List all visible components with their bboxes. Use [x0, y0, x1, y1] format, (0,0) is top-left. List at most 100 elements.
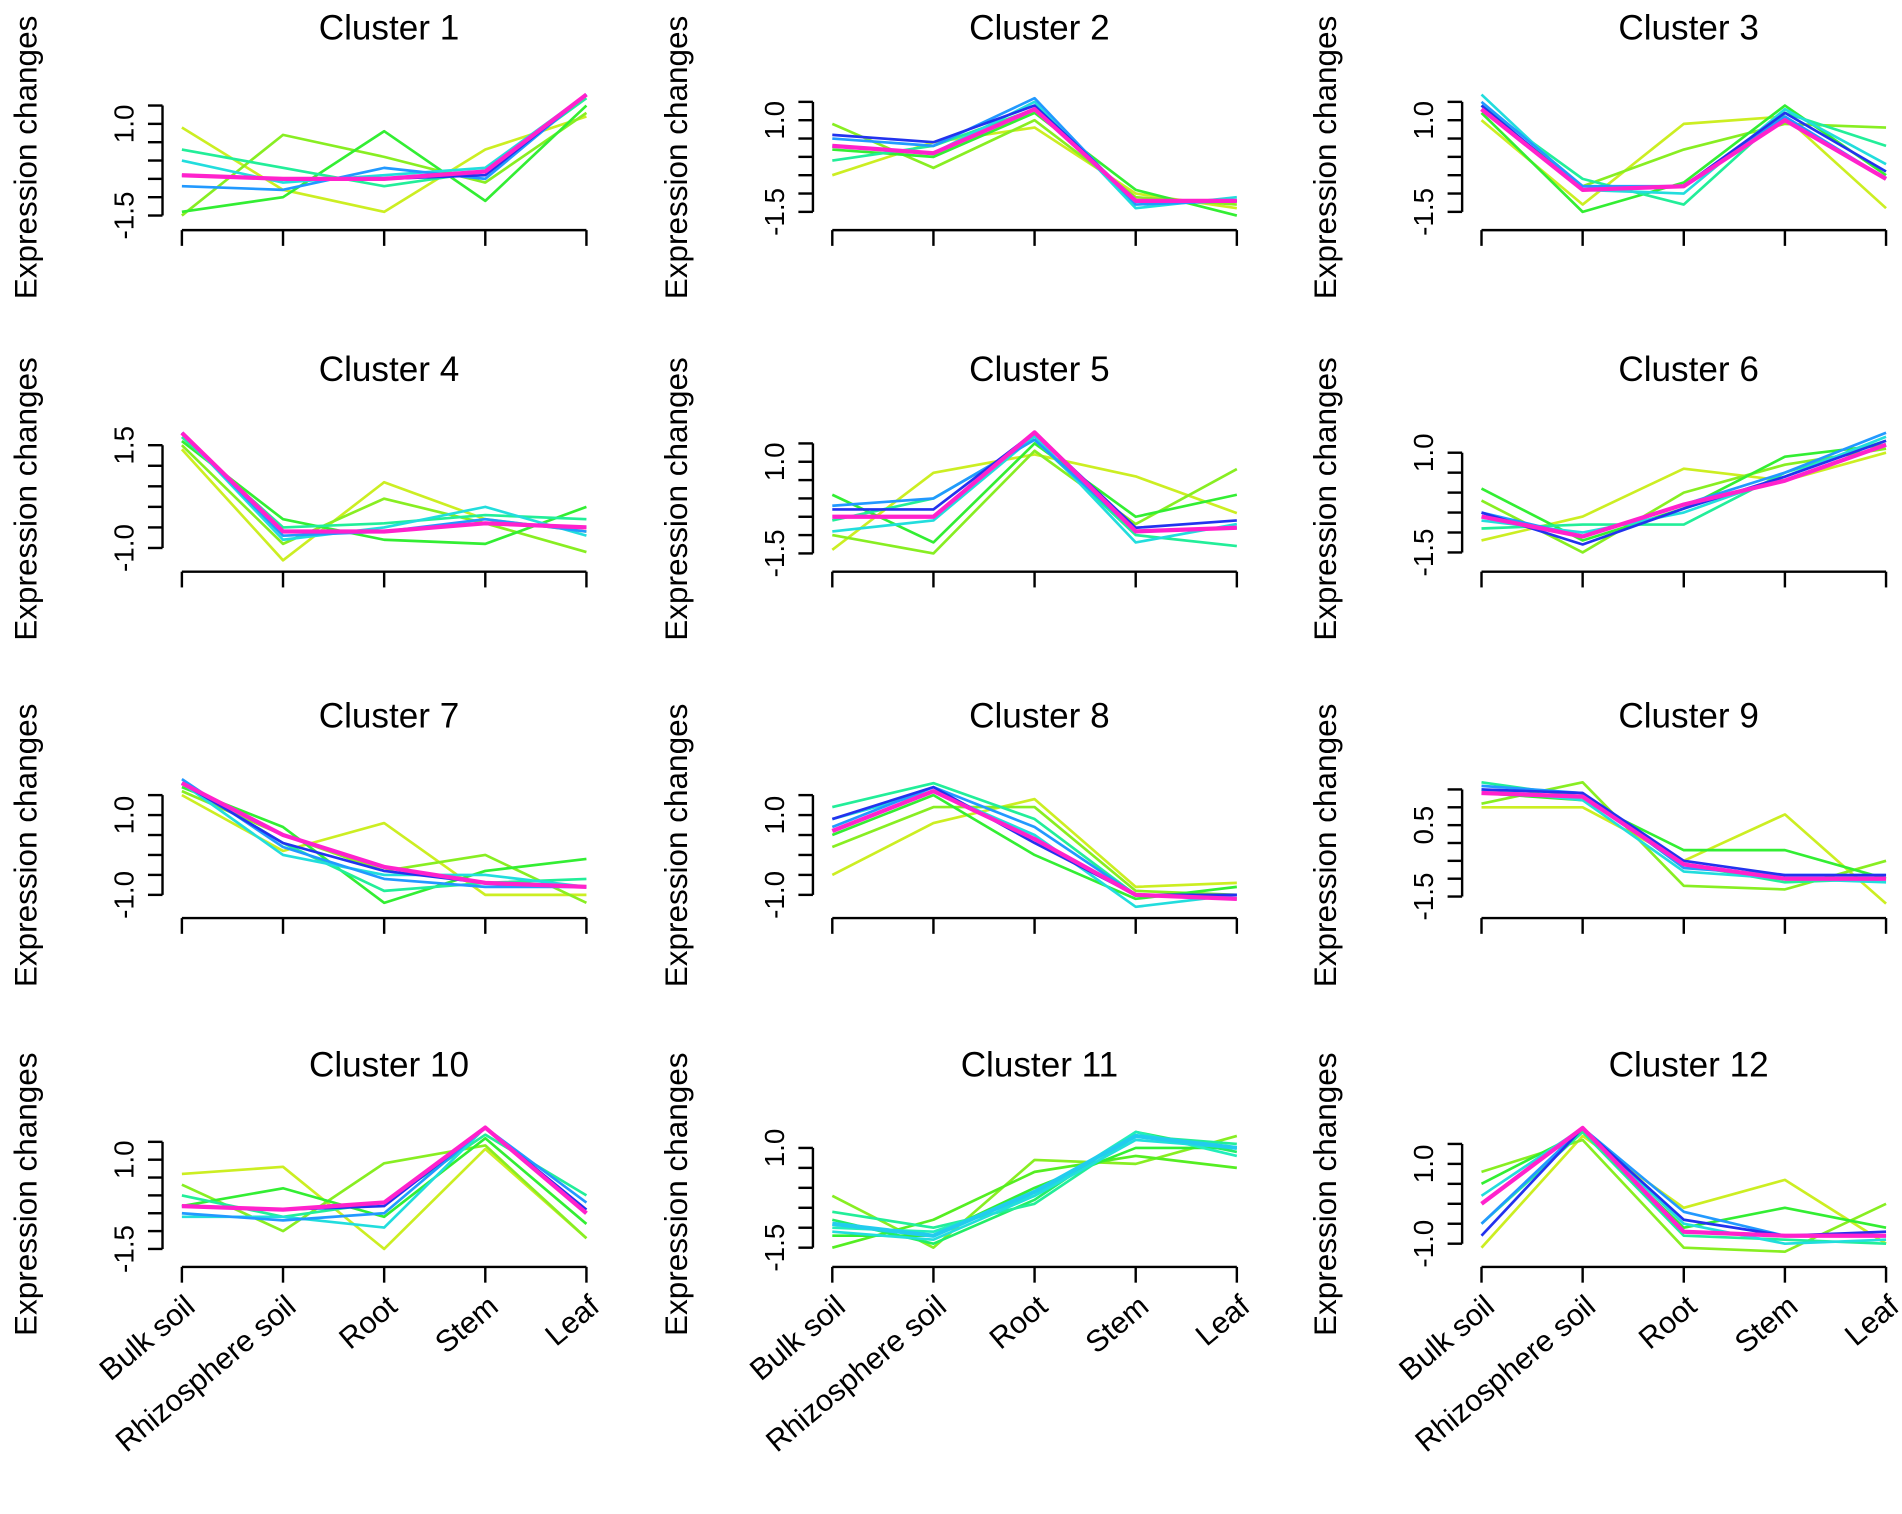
panel: Cluster 6 Expression changes -1.5 1.0	[1307, 350, 1888, 641]
series-line	[181, 440, 587, 546]
series-line	[1480, 1126, 1887, 1246]
panel-title: Cluster 5	[969, 350, 1110, 389]
series-line	[180, 431, 587, 542]
series-line	[1481, 790, 1887, 881]
series-line	[832, 96, 1237, 206]
x-tick-label: Leaf	[539, 1289, 606, 1353]
panel-title: Cluster 9	[1618, 697, 1759, 736]
panel-title: Cluster 10	[309, 1045, 469, 1084]
y-tick-label: 1.0	[759, 796, 790, 835]
y-axis-label: Expression changes	[1307, 1052, 1343, 1336]
y-axis-label: Expression changes	[1307, 357, 1343, 641]
x-tick-label: Rhizosphere soil	[1409, 1289, 1602, 1458]
series-line	[1480, 104, 1887, 192]
panel-title: Cluster 12	[1609, 1045, 1769, 1084]
series-line	[181, 1147, 588, 1251]
series-line	[832, 111, 1238, 217]
series-line	[832, 434, 1238, 544]
series-line	[832, 1138, 1237, 1242]
series-line	[181, 1136, 588, 1225]
panel: Cluster 9 Expression changes -1.5 0.5	[1307, 697, 1888, 988]
panel: Cluster 3 Expression changes -1.5 1.0	[1307, 9, 1888, 300]
series-line	[831, 797, 1237, 889]
y-tick-label: 1.0	[1408, 433, 1439, 472]
series-line	[1480, 104, 1887, 206]
y-tick-label: 1.0	[759, 101, 790, 140]
series-line	[1480, 108, 1887, 188]
y-axis-label: Expression changes	[7, 357, 43, 641]
x-tick-label: Stem	[429, 1289, 504, 1360]
series-line	[180, 431, 587, 537]
panel: Cluster 5 Expression changes -1.5 1.0	[658, 350, 1239, 641]
panel: Cluster 4 Expression changes -1.0 1.5	[7, 350, 588, 641]
y-tick-label: -1.5	[109, 192, 140, 240]
y-axis-label: Expression changes	[658, 704, 694, 988]
series-line	[1480, 1134, 1887, 1249]
series-line	[181, 93, 588, 192]
y-axis-label: Expression changes	[1307, 16, 1343, 300]
y-tick-label: -1.5	[759, 1224, 790, 1272]
y-tick-label: -1.5	[1408, 873, 1439, 921]
y-tick-label: 1.0	[109, 105, 140, 144]
panel-title: Cluster 6	[1618, 350, 1759, 389]
y-axis-label: Expression changes	[658, 357, 694, 641]
x-tick-label: Leaf	[1839, 1289, 1902, 1353]
x-tick-label: Root	[1633, 1289, 1704, 1356]
panel-title: Cluster 8	[969, 697, 1110, 736]
x-tick-label: Stem	[1729, 1289, 1804, 1360]
panel: Cluster 1 Expression changes -1.5 1.0	[7, 9, 588, 300]
y-tick-label: -1.0	[109, 871, 140, 919]
series-line	[832, 107, 1237, 203]
panel: Cluster 7 Expression changes -1.0 1.0	[7, 697, 588, 987]
y-axis-label: Expression changes	[1307, 704, 1343, 988]
series-line	[181, 92, 588, 181]
series-line	[831, 442, 1238, 544]
series-line	[832, 431, 1237, 530]
y-tick-label: -1.0	[1408, 1220, 1439, 1268]
y-tick-label: -1.0	[759, 871, 790, 919]
y-tick-label: -1.5	[759, 188, 790, 236]
y-tick-label: 1.0	[759, 1129, 790, 1168]
series-line	[1481, 442, 1887, 539]
series-line	[180, 781, 587, 890]
y-tick-label: -1.5	[1408, 188, 1439, 236]
y-tick-label: -1.5	[109, 1225, 140, 1273]
x-tick-label: Rhizosphere soil	[760, 1289, 953, 1458]
y-tick-label: 1.0	[109, 796, 140, 835]
x-tick-label: Root	[333, 1289, 404, 1356]
y-tick-label: -1.5	[1408, 528, 1439, 576]
y-tick-label: 0.5	[1408, 806, 1439, 845]
series-line	[831, 805, 1237, 897]
series-line	[832, 449, 1238, 555]
series-line	[181, 782, 587, 889]
series-line	[181, 104, 588, 214]
x-tick-label: Rhizosphere soil	[110, 1289, 303, 1458]
series-line	[180, 431, 587, 534]
series-line	[1481, 439, 1887, 546]
y-tick-label: 1.0	[1408, 1145, 1439, 1184]
y-axis-label: Expression changes	[658, 16, 694, 300]
y-tick-label: 1.0	[759, 442, 790, 481]
series-line	[181, 1126, 588, 1222]
y-tick-label: 1.0	[1408, 101, 1439, 140]
y-tick-label: -1.0	[109, 524, 140, 572]
series-line	[181, 1125, 588, 1215]
series-line	[831, 793, 1237, 901]
panel: Cluster 8 Expression changes -1.0 1.0	[658, 697, 1239, 988]
series-line	[832, 1134, 1237, 1230]
series-line	[181, 782, 587, 889]
series-line	[831, 789, 1237, 901]
series-line	[832, 1133, 1238, 1238]
series-line	[1480, 115, 1887, 210]
panel-title: Cluster 11	[961, 1045, 1118, 1084]
panel-title: Cluster 1	[319, 9, 460, 48]
y-tick-label: -1.5	[759, 529, 790, 577]
panel-title: Cluster 3	[1618, 9, 1759, 48]
y-axis-label: Expression changes	[7, 1052, 43, 1336]
panel-title: Cluster 4	[319, 350, 460, 389]
y-axis-label: Expression changes	[7, 16, 43, 300]
y-tick-label: 1.0	[109, 1140, 140, 1179]
